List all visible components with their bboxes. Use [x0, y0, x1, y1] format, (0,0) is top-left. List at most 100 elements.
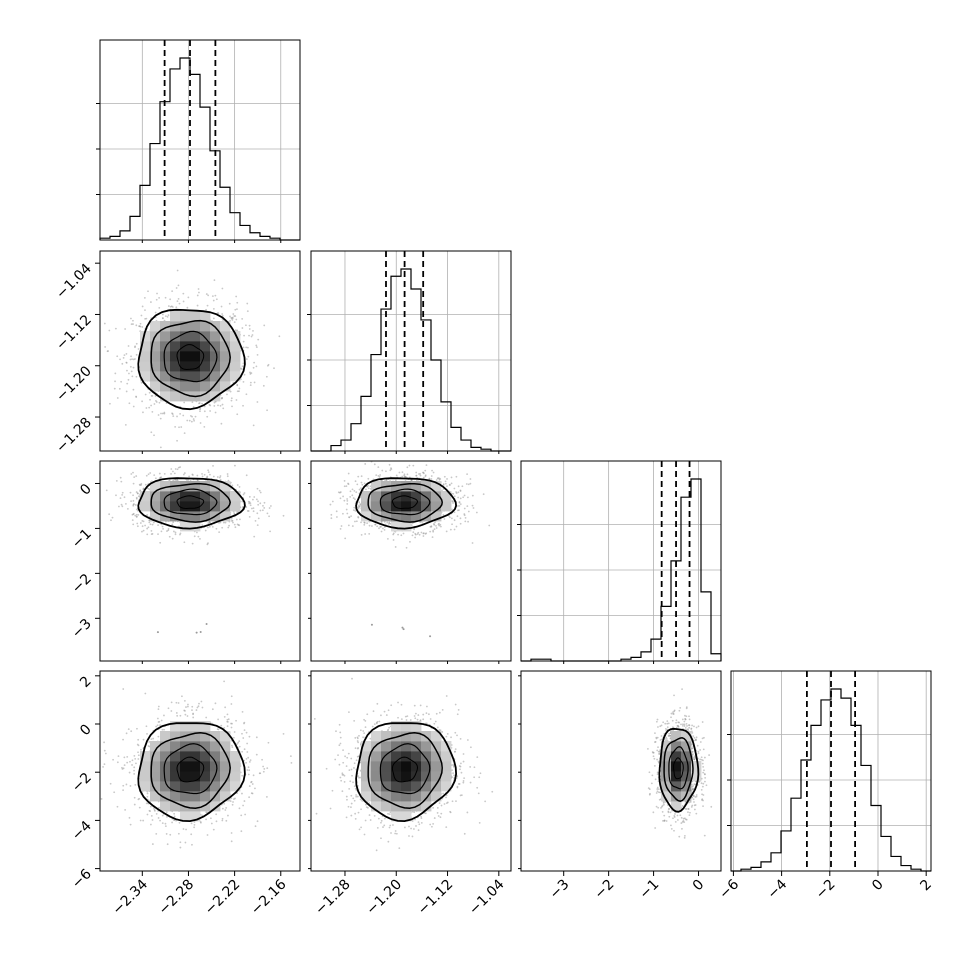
sample-point — [177, 466, 180, 469]
sample-point — [125, 783, 128, 786]
sample-point — [161, 412, 164, 415]
sample-point — [151, 523, 154, 526]
sample-point — [255, 346, 258, 349]
sample-point — [229, 315, 231, 318]
density-cell — [180, 481, 191, 492]
sample-point — [222, 521, 225, 524]
density-cell — [190, 381, 201, 392]
sample-point — [253, 361, 256, 364]
sample-point — [156, 292, 158, 295]
density-cell — [220, 371, 231, 382]
sample-point — [236, 523, 239, 526]
sample-point — [133, 476, 136, 479]
sample-point — [351, 488, 354, 491]
sample-point — [150, 404, 153, 407]
histogram-panel — [727, 670, 932, 872]
sample-point — [126, 369, 128, 372]
sample-point — [425, 464, 428, 467]
density-cell — [180, 511, 191, 522]
density-cell — [431, 491, 442, 502]
contour-line — [163, 488, 218, 516]
sample-point — [262, 504, 264, 507]
sample-point — [232, 313, 235, 315]
sample-point — [463, 494, 466, 497]
axes-frame — [99, 39, 301, 241]
sample-point — [365, 488, 367, 491]
density-cell — [150, 351, 161, 362]
density-cell — [391, 511, 402, 522]
sample-point — [135, 762, 137, 765]
sample-point — [450, 482, 453, 485]
density-cell — [150, 321, 161, 332]
sample-point — [148, 521, 151, 524]
density-cell — [371, 481, 382, 492]
sample-point — [257, 503, 260, 506]
sample-point — [404, 475, 407, 478]
sample-point — [109, 402, 111, 405]
sample-point — [123, 354, 126, 357]
sample-point — [158, 306, 161, 309]
sample-point — [132, 482, 135, 485]
sample-point — [221, 287, 224, 290]
density-cell — [140, 361, 151, 372]
sample-point — [245, 358, 248, 360]
density-cell — [230, 491, 241, 502]
sample-point — [132, 499, 135, 502]
sample-point — [131, 358, 133, 361]
sample-point — [132, 494, 134, 497]
sample-point — [198, 402, 201, 404]
sample-point — [146, 792, 149, 795]
density-cell — [411, 481, 422, 492]
sample-point — [401, 471, 404, 474]
sample-point — [174, 425, 177, 428]
sample-point — [434, 521, 436, 524]
sample-point — [125, 352, 128, 355]
sample-point — [268, 507, 271, 509]
sample-point — [435, 527, 438, 529]
sample-point — [187, 703, 189, 706]
density-cell — [220, 361, 231, 372]
sample-point — [355, 491, 358, 494]
sample-point — [353, 506, 356, 509]
density-cell — [210, 341, 221, 352]
sample-point — [152, 521, 155, 524]
sample-point — [444, 482, 447, 485]
sample-point — [346, 498, 349, 500]
sample-point — [172, 479, 175, 482]
density-cell — [180, 381, 191, 392]
sample-point — [354, 498, 356, 501]
axes-frame — [310, 460, 512, 662]
sample-point — [150, 529, 153, 532]
sample-point — [218, 476, 221, 479]
sample-point — [184, 713, 187, 716]
density-cell — [230, 341, 241, 352]
axes-frame — [99, 460, 301, 662]
sample-point — [182, 300, 185, 303]
sample-point — [471, 494, 474, 497]
sample-point — [204, 529, 207, 532]
density-cell — [160, 491, 171, 502]
sample-point — [154, 311, 157, 314]
sample-point — [289, 755, 292, 758]
sample-point — [445, 530, 448, 533]
sample-point — [418, 473, 420, 475]
sample-point — [432, 530, 435, 533]
sample-point — [360, 533, 363, 536]
sample-point — [339, 497, 342, 500]
sample-point — [171, 412, 173, 415]
scatter-panel — [310, 460, 512, 662]
sample-point — [345, 508, 348, 511]
density-cell — [140, 351, 151, 362]
sample-point — [337, 491, 340, 494]
sample-point — [467, 510, 470, 513]
sample-point — [144, 524, 147, 527]
sample-point — [466, 473, 469, 476]
sample-point — [238, 740, 241, 743]
sample-point — [211, 295, 214, 298]
density-cell — [180, 331, 191, 342]
density-cell — [210, 371, 221, 382]
density-cell — [170, 311, 181, 322]
sample-point — [206, 543, 209, 546]
sample-point — [141, 326, 144, 328]
sample-point — [231, 317, 234, 320]
